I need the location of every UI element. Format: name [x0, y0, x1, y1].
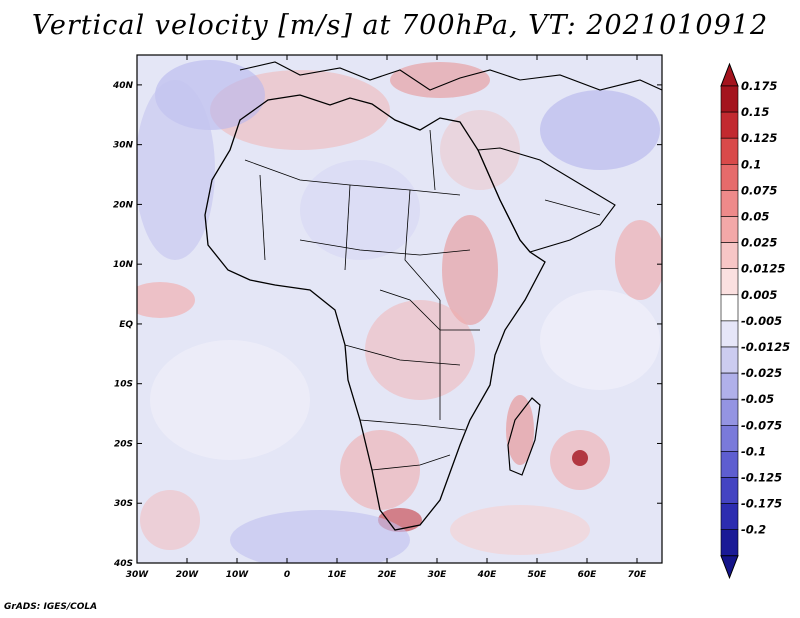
africa-coastline: [204, 94, 546, 531]
grads-credit: GrADS: IGES/COLA: [4, 602, 98, 612]
colorbar-label: -0.175: [741, 497, 782, 511]
colorbar-segment: [720, 294, 739, 322]
lon-label: 50E: [528, 570, 548, 580]
lat-label: 20S: [114, 439, 133, 449]
colorbar-segment: [720, 424, 739, 452]
colorbar-label: 0.025: [741, 236, 777, 250]
colorbar-segment: [720, 164, 739, 191]
colorbar: 0.175 0.15 0.125 0.1 0.075 0.05 0.025 0.0125 0.0…: [720, 62, 790, 580]
colorbar-label: 0.05: [741, 210, 769, 224]
lat-label: 10S: [114, 380, 133, 390]
longitude-axis: 30W 20W 10W 0 10E 20E 30E 40E 50E 60E 70E: [126, 55, 647, 580]
lat-label: 30S: [114, 499, 133, 509]
colorbar-segment: [720, 477, 739, 504]
colorbar-label: -0.005: [741, 314, 782, 328]
colorbar-label: -0.1: [741, 444, 766, 458]
country-borders: [244, 129, 601, 471]
colorbar-segment: [720, 242, 739, 270]
colorbar-top-arrow: [720, 62, 739, 87]
lon-label: 30W: [126, 570, 150, 580]
velocity-shading: [137, 60, 662, 563]
lat-label: 10N: [113, 260, 134, 270]
colorbar-label: -0.075: [741, 418, 782, 432]
colorbar-segment: [720, 503, 739, 531]
colorbar-label: 0.125: [741, 131, 777, 145]
map-frame: [136, 54, 663, 564]
colorbar-label: -0.025: [741, 366, 782, 380]
lon-label: 70E: [628, 570, 648, 580]
lat-label: 40S: [113, 559, 133, 569]
lon-label: 10W: [226, 570, 250, 580]
colorbar-segment: [720, 320, 739, 348]
lat-label: 30N: [113, 141, 134, 151]
colorbar-label: 0.0125: [741, 262, 785, 276]
colorbar-label: 0.1: [741, 157, 761, 171]
colorbar-label: 0.005: [741, 288, 777, 302]
colorbar-label: 0.15: [741, 105, 769, 119]
lat-label: 20N: [113, 200, 134, 210]
colorbar-segment: [720, 529, 739, 557]
colorbar-label: -0.125: [741, 471, 782, 485]
madagascar-coastline: [507, 397, 541, 476]
colorbar-bottom-arrow: [720, 555, 739, 580]
lon-label: 30E: [428, 570, 448, 580]
latitude-axis: 40N 30N 20N 10N EQ 10S 20S 30S 40S: [112, 81, 662, 569]
lat-label: 40N: [112, 81, 134, 91]
colorbar-segment: [720, 346, 739, 374]
colorbar-segment: [720, 137, 739, 165]
colorbar-label: 0.175: [741, 79, 777, 93]
colorbar-segment: [720, 111, 739, 139]
lon-label: 0: [284, 570, 290, 580]
lon-label: 20W: [176, 570, 200, 580]
europe-coastline: [239, 61, 662, 91]
colorbar-segment: [720, 85, 739, 113]
colorbar-segment: [720, 372, 739, 400]
colorbar-segment: [720, 268, 739, 296]
colorbar-segment: [720, 216, 739, 243]
lon-label: 40E: [477, 570, 498, 580]
colorbar-segment: [720, 190, 739, 217]
lon-label: 60E: [578, 570, 598, 580]
lon-label: 10E: [328, 570, 348, 580]
colorbar-segment: [720, 398, 739, 426]
colorbar-label: -0.05: [741, 392, 774, 406]
lat-label: EQ: [119, 320, 133, 330]
map-title: Vertical velocity [m/s] at 700hPa, VT: 2…: [31, 10, 769, 41]
arabia-coastline: [477, 147, 616, 253]
colorbar-label: -0.2: [741, 523, 766, 537]
lon-label: 20E: [378, 570, 398, 580]
colorbar-label: 0.075: [741, 183, 777, 197]
colorbar-segment: [720, 451, 739, 478]
colorbar-label: -0.0125: [741, 340, 790, 354]
